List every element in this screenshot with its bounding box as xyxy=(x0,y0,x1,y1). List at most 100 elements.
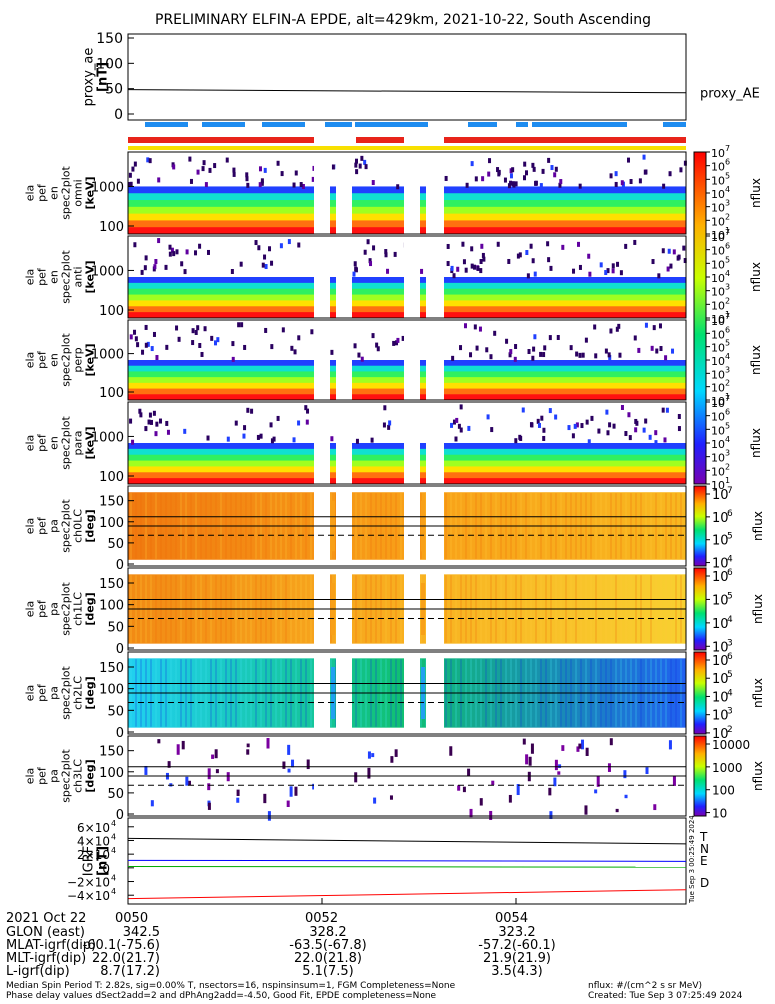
axis-label-line: omni xyxy=(72,179,85,206)
axis-label-line: ela xyxy=(24,185,37,202)
footer-row-label: L-igrf(dip) xyxy=(6,964,70,979)
speckle xyxy=(548,787,552,796)
speckle xyxy=(370,437,374,443)
speckle xyxy=(444,175,448,181)
colorbar-tick-label: 10000 xyxy=(712,738,750,752)
speckle xyxy=(131,439,135,445)
axis-label-line: [deg] xyxy=(84,509,97,542)
ae-series-label: proxy_AE xyxy=(700,87,760,102)
speckle xyxy=(507,258,511,264)
colorbar-tick-exp: 4 xyxy=(725,269,730,278)
speckle xyxy=(467,425,471,431)
speckle xyxy=(259,433,263,439)
speckle xyxy=(474,176,478,182)
speckle xyxy=(393,251,397,257)
colorbar-tick-label: 10 xyxy=(711,479,725,492)
speckle xyxy=(612,423,616,429)
axis-label-line: pef xyxy=(36,350,49,369)
speckle xyxy=(557,771,561,775)
speckle xyxy=(236,789,240,796)
speckle xyxy=(462,259,466,265)
status-blue-segment xyxy=(202,122,245,127)
pitch-angle-frame xyxy=(127,567,687,651)
speckle xyxy=(486,414,490,420)
footer-value-3: -57.2(-60.1) xyxy=(478,938,555,953)
colorbar-tick-label: 10 xyxy=(712,570,729,585)
speckle xyxy=(187,780,191,786)
axis-label-line: ela xyxy=(24,685,37,702)
footer-value-1: 342.5 xyxy=(123,925,160,940)
colorbar-tick-label: 10 xyxy=(711,229,725,242)
speckle xyxy=(144,324,148,330)
speckle xyxy=(260,178,264,184)
speckle xyxy=(452,419,456,425)
data-gap xyxy=(404,402,420,484)
speckle xyxy=(363,159,367,165)
colorbar-tick-exp: 2 xyxy=(725,379,730,388)
speckle xyxy=(164,264,168,270)
speckle xyxy=(481,252,485,258)
colorbar-tick-label: 10 xyxy=(711,452,725,465)
spectrogram-frame xyxy=(127,319,687,401)
speckle xyxy=(672,775,676,786)
igrf-ytick-label: 2×10 xyxy=(77,848,110,862)
axis-label-line: spec2plot xyxy=(60,333,73,387)
axis-label-line: [nT] xyxy=(95,846,110,876)
speckle xyxy=(677,426,681,432)
speckle xyxy=(446,243,450,249)
igrf-series-label: E xyxy=(700,854,708,868)
colorbar-tick-label: 10 xyxy=(712,488,729,503)
speckle xyxy=(465,182,469,188)
speckle xyxy=(352,271,356,277)
footer-created: Created: Tue Sep 3 07:25:49 2024 xyxy=(588,991,743,1000)
speckle xyxy=(573,423,577,429)
speckle xyxy=(672,249,676,255)
pitch-angle-colorbar xyxy=(693,567,707,651)
speckle xyxy=(383,405,387,411)
speckle xyxy=(571,433,575,439)
speckle xyxy=(481,176,485,182)
speckle xyxy=(243,344,247,350)
data-gap xyxy=(314,320,330,400)
speckle xyxy=(516,784,520,796)
speckle xyxy=(509,168,513,174)
speckle xyxy=(392,340,396,346)
speckle xyxy=(496,241,500,247)
speckle xyxy=(542,352,546,358)
status-blue-segment xyxy=(468,122,497,127)
speckle xyxy=(624,243,628,249)
igrf-ytick-exp: 4 xyxy=(111,846,116,855)
speckle xyxy=(578,352,582,358)
speckle xyxy=(615,808,619,813)
speckle xyxy=(368,258,372,264)
igrf-series-line xyxy=(127,837,687,845)
speckle xyxy=(669,263,673,269)
colorbar-tick-exp: 5 xyxy=(725,339,730,348)
status-red-segment xyxy=(128,137,314,143)
speckle xyxy=(554,414,558,420)
speckle xyxy=(469,808,473,818)
axis-label-line: [keV] xyxy=(84,176,97,209)
data-gap xyxy=(336,236,352,318)
speckle xyxy=(487,171,491,177)
speckle xyxy=(147,419,151,425)
colorbar-tick-exp: 5 xyxy=(727,670,733,680)
speckle xyxy=(371,753,375,758)
speckle xyxy=(473,324,477,330)
colorbar-tick-exp: 3 xyxy=(725,449,730,458)
speckle xyxy=(558,182,562,188)
colorbar-tick-label: 10 xyxy=(712,654,729,669)
pitch-angle-ytick-label: 0 xyxy=(116,726,124,741)
colorbar-label-group: nflux xyxy=(751,511,765,541)
speckle xyxy=(620,404,624,410)
speckle xyxy=(581,352,585,358)
igrf-ytick-exp: 4 xyxy=(111,874,116,883)
colorbar-tick-exp: 4 xyxy=(725,435,730,444)
colorbar-tick-exp: 5 xyxy=(725,421,730,430)
speckle xyxy=(533,334,537,340)
colorbar-tick-label: 10 xyxy=(711,328,725,341)
speckle xyxy=(666,266,670,272)
colorbar-tick-label: 10 xyxy=(712,534,729,549)
speckle xyxy=(637,347,641,353)
speckle xyxy=(508,794,512,803)
